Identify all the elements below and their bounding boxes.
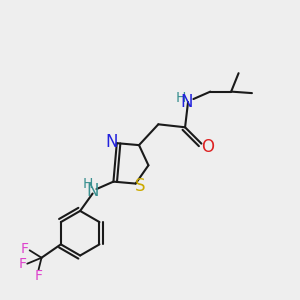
Text: H: H xyxy=(176,91,186,105)
Text: O: O xyxy=(201,138,214,156)
Text: S: S xyxy=(135,177,146,195)
Text: F: F xyxy=(19,257,26,271)
Text: F: F xyxy=(21,242,29,256)
Text: F: F xyxy=(34,269,43,283)
Text: H: H xyxy=(83,177,93,191)
Text: N: N xyxy=(86,182,99,200)
Text: N: N xyxy=(105,133,118,151)
Text: N: N xyxy=(180,93,193,111)
